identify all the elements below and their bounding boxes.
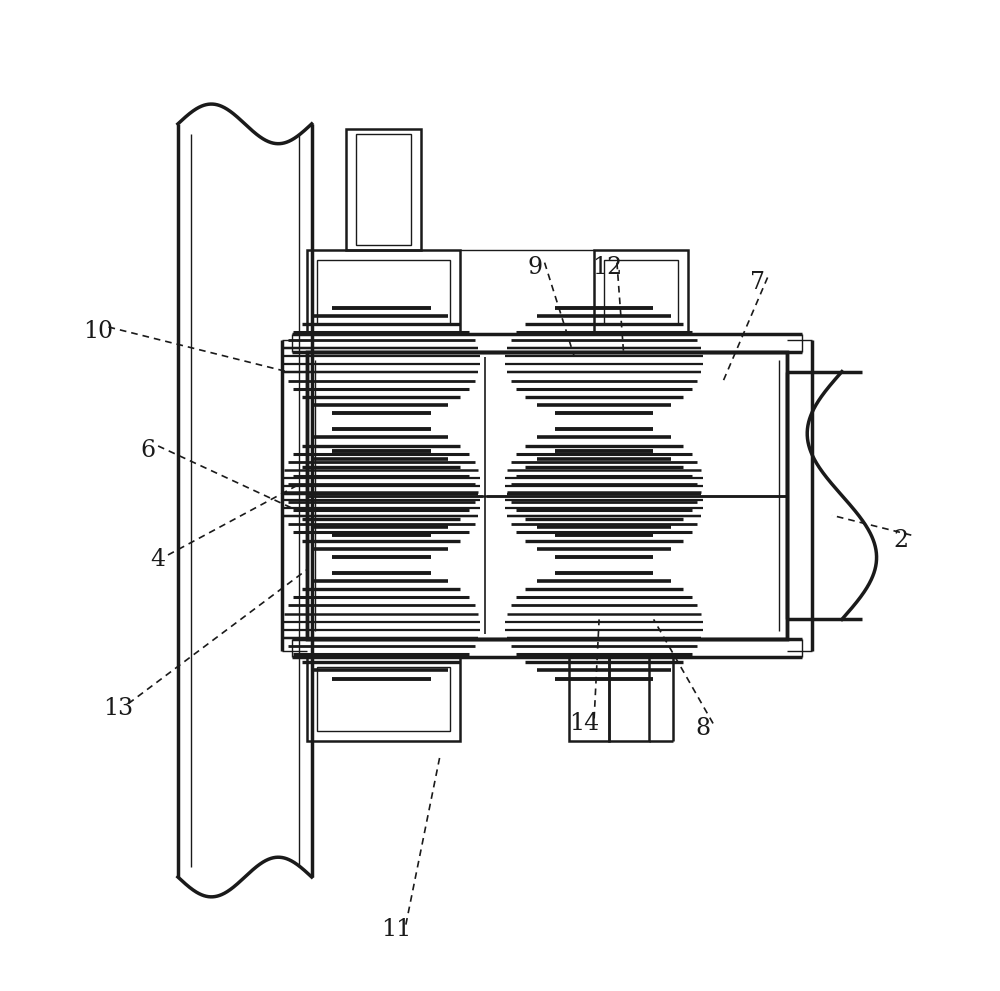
Bar <box>307 352 787 639</box>
Bar <box>307 352 787 639</box>
Text: 9: 9 <box>527 256 542 279</box>
Text: 11: 11 <box>381 918 411 941</box>
Bar <box>307 657 460 741</box>
Bar <box>569 657 609 741</box>
Text: 8: 8 <box>696 716 711 740</box>
Text: 7: 7 <box>750 271 765 294</box>
Text: 12: 12 <box>592 256 622 279</box>
Bar <box>356 134 411 245</box>
Bar <box>346 129 421 250</box>
Bar <box>307 250 460 334</box>
Text: 10: 10 <box>84 320 114 344</box>
Bar <box>317 667 450 731</box>
Text: 2: 2 <box>894 528 909 552</box>
Text: 13: 13 <box>103 697 134 720</box>
Text: 6: 6 <box>141 439 156 463</box>
Bar <box>604 260 678 324</box>
Bar <box>317 260 450 324</box>
Bar <box>609 657 649 741</box>
Text: 4: 4 <box>151 548 166 572</box>
Bar <box>594 250 688 334</box>
Text: 14: 14 <box>569 712 599 735</box>
